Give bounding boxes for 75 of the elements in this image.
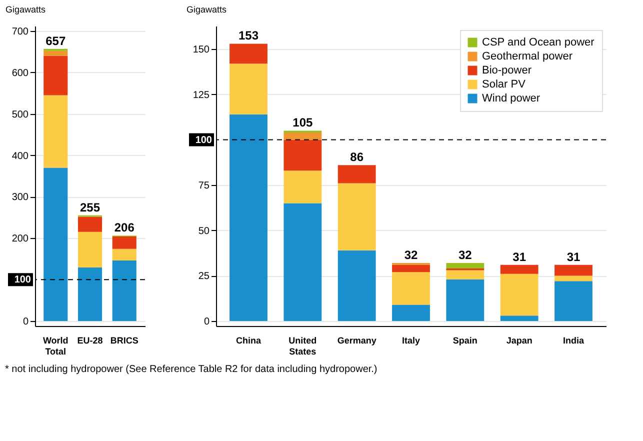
x-tick-label: India	[562, 336, 585, 346]
bar	[230, 64, 268, 114]
bar	[78, 217, 102, 232]
bar	[500, 264, 538, 274]
y-tick-label: 200	[12, 234, 29, 245]
bar	[500, 274, 538, 316]
total-label: 31	[566, 250, 580, 264]
bar	[392, 272, 430, 305]
total-label: 255	[80, 200, 100, 214]
bar	[446, 270, 484, 280]
bar	[44, 56, 68, 96]
bar	[392, 304, 430, 321]
bar	[112, 248, 136, 261]
bar	[338, 165, 376, 184]
y-tick-label: 50	[198, 226, 210, 237]
ref-line-label: 100	[195, 134, 212, 146]
bar	[44, 95, 68, 168]
x-tick-label: BRICS	[110, 336, 138, 346]
total-label: 31	[512, 250, 526, 264]
total-label: 86	[350, 150, 364, 164]
bar	[78, 232, 102, 268]
y-tick-label: 75	[198, 180, 210, 192]
bar	[230, 44, 268, 64]
total-label: 32	[404, 248, 418, 262]
x-tick-label: Germany	[337, 336, 376, 346]
bar	[44, 168, 68, 321]
bar	[446, 263, 484, 268]
bar	[284, 170, 322, 204]
y-axis-title: Gigawatts	[186, 4, 228, 14]
text: * not including hydropower (See Reference Table R2 for data including hydropower.)	[5, 364, 378, 375]
total-label: 206	[114, 220, 135, 235]
legend-label: Wind power	[482, 92, 540, 104]
x-tick-label: Italy	[402, 336, 420, 346]
bar	[554, 276, 592, 282]
y-axis-title: Gigawatts	[6, 4, 46, 14]
bar	[112, 260, 136, 321]
legend-label: CSP and Ocean power	[482, 36, 595, 48]
y-tick-label: 400	[12, 150, 29, 162]
bar	[392, 264, 430, 272]
y-tick-label: 0	[22, 316, 29, 328]
ref-line-label: 100	[14, 274, 32, 286]
bar	[554, 281, 592, 321]
y-tick-label: 300	[12, 192, 29, 204]
y-tick-label: 600	[12, 68, 29, 79]
bar	[446, 279, 484, 321]
bar	[284, 140, 322, 171]
bar	[554, 264, 592, 276]
bar	[284, 132, 322, 140]
bar	[230, 114, 268, 321]
x-tick-label: World Total	[42, 336, 68, 356]
y-tick-label: 0	[204, 316, 210, 328]
bar	[338, 183, 376, 250]
bar	[284, 203, 322, 321]
x-tick-label: China	[236, 336, 262, 346]
total-label: 657	[46, 34, 66, 48]
legend-label: Geothermal power	[482, 50, 573, 62]
bar	[44, 50, 68, 56]
bar	[112, 236, 136, 249]
x-tick-label: Spain	[452, 336, 478, 346]
total-label: 32	[458, 248, 472, 262]
x-tick-label: Japan	[506, 336, 532, 346]
y-tick-label: 500	[12, 109, 29, 120]
legend-label: Solar PV	[482, 78, 526, 90]
x-tick-label: EU-28	[77, 336, 103, 346]
y-tick-label: 150	[192, 44, 210, 56]
total-label: 105	[292, 116, 313, 130]
bar	[78, 268, 102, 321]
bar	[500, 316, 538, 321]
legend-label: Bio-power	[482, 64, 532, 76]
y-tick-label: 700	[12, 26, 29, 38]
y-tick-label: 25	[198, 271, 210, 282]
bar	[338, 250, 376, 321]
y-tick-label: 125	[192, 90, 210, 101]
x-tick-label: United States	[288, 336, 317, 356]
total-label: 153	[238, 28, 259, 43]
